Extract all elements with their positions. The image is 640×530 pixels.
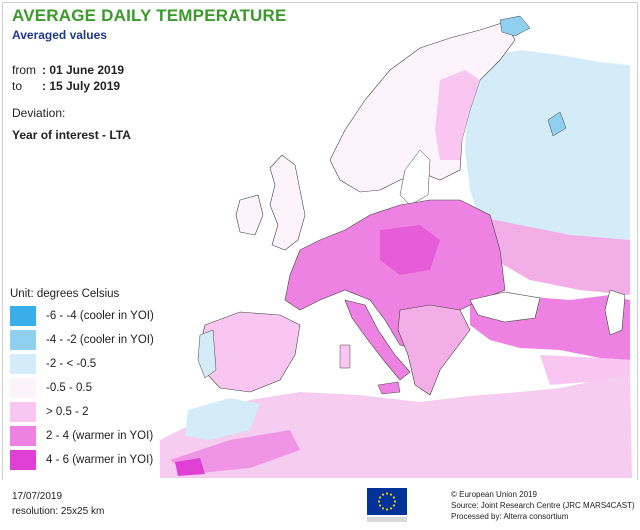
eu-star-icon — [378, 504, 382, 507]
eu-star-icon — [385, 508, 389, 511]
copyright-text: © European Union 2019 — [451, 490, 537, 499]
middle-east-region — [540, 355, 630, 385]
legend-label: -2 - < -0.5 — [46, 358, 97, 370]
continental-europe-region — [284, 199, 506, 351]
legend-swatch — [10, 426, 36, 446]
legend-item: -2 - < -0.5 — [10, 352, 154, 376]
legend-items: -6 - -4 (cooler in YOI) -4 - -2 (cooler i… — [10, 304, 154, 472]
map-title: AVERAGE DAILY TEMPERATURE — [12, 6, 287, 25]
period-to: to : 15 July 2019 — [12, 78, 124, 94]
legend-label: > 0.5 - 2 — [46, 406, 89, 418]
finland-region — [435, 70, 480, 160]
uk-region — [269, 154, 306, 251]
legend-label: 4 - 6 (warmer in YOI) — [46, 454, 154, 466]
eu-star-icon — [381, 507, 385, 510]
russia-south-warm — [470, 215, 630, 295]
legend-item: -4 - -2 (cooler in YOI) — [10, 328, 154, 352]
legend-label: 2 - 4 (warmer in YOI) — [46, 430, 154, 442]
legend-item: 2 - 4 (warmer in YOI) — [10, 424, 154, 448]
eu-stars — [377, 492, 397, 511]
eu-star-icon — [392, 496, 396, 499]
footer: 17/07/2019 resolution: 25x25 km © Europe… — [0, 480, 640, 530]
eu-star-icon — [377, 500, 381, 503]
map-area — [160, 15, 632, 478]
central-europe-hot — [380, 225, 440, 275]
africa-hot-spot — [175, 458, 205, 476]
legend-label: -6 - -4 (cooler in YOI) — [46, 310, 154, 322]
resolution-text: resolution: 25x25 km — [12, 506, 105, 517]
legend: Unit: degrees Celsius -6 - -4 (cooler in… — [10, 288, 154, 472]
legend-label: -4 - -2 (cooler in YOI) — [46, 334, 154, 346]
to-value: : 15 July 2019 — [42, 79, 121, 93]
eu-star-icon — [385, 492, 389, 495]
black-sea — [469, 291, 541, 323]
legend-item: > 0.5 - 2 — [10, 400, 154, 424]
sicily-region — [377, 381, 401, 395]
europe-temperature-map — [160, 15, 632, 478]
north-africa-warm-patches — [170, 430, 300, 474]
legend-item: -6 - -4 (cooler in YOI) — [10, 304, 154, 328]
eu-star-icon — [389, 493, 393, 496]
eu-flag-logo — [367, 488, 407, 522]
novaya-zemlya-region — [547, 111, 567, 137]
eu-star-icon — [389, 507, 393, 510]
morocco-region — [185, 398, 260, 440]
portugal-region — [197, 329, 217, 379]
issue-date: 17/07/2019 — [12, 491, 63, 502]
caspian-sea — [604, 289, 626, 336]
source-text: Source: Joint Research Centre (JRC MARS4… — [451, 501, 635, 510]
legend-swatch — [10, 450, 36, 470]
period-from: from : 01 June 2019 — [12, 62, 124, 78]
legend-title: Unit: degrees Celsius — [10, 288, 120, 300]
to-label: to — [12, 79, 23, 93]
legend-item: 4 - 6 (warmer in YOI) — [10, 448, 154, 472]
deviation-label: Deviation: — [12, 106, 66, 120]
ireland-region — [235, 194, 264, 236]
legend-item: -0.5 - 0.5 — [10, 376, 154, 400]
eu-star-icon — [393, 500, 397, 503]
svalbard-region — [499, 15, 531, 37]
credits: © European Union 2019 Source: Joint Rese… — [451, 489, 635, 522]
sardinia-region — [339, 344, 351, 369]
map-subtitle: Averaged values — [12, 28, 107, 42]
processed-by-text: Processed by: Alterra consortium — [451, 512, 569, 521]
legend-swatch — [10, 306, 36, 326]
eu-star-icon — [392, 504, 396, 507]
legend-swatch — [10, 354, 36, 374]
period-block: from : 01 June 2019 to : 15 July 2019 — [12, 62, 124, 94]
legend-swatch — [10, 330, 36, 350]
legend-swatch — [10, 378, 36, 398]
from-label: from — [12, 63, 36, 77]
baltic-sea — [399, 149, 431, 206]
legend-label: -0.5 - 0.5 — [46, 382, 93, 394]
italy-region — [344, 299, 411, 381]
legend-swatch — [10, 402, 36, 422]
year-of-interest-label: Year of interest - LTA — [12, 128, 131, 142]
balkans-region — [397, 304, 471, 396]
eu-star-icon — [381, 493, 385, 496]
from-value: : 01 June 2019 — [42, 63, 125, 77]
iberia-region — [199, 311, 301, 393]
eu-star-icon — [378, 496, 382, 499]
